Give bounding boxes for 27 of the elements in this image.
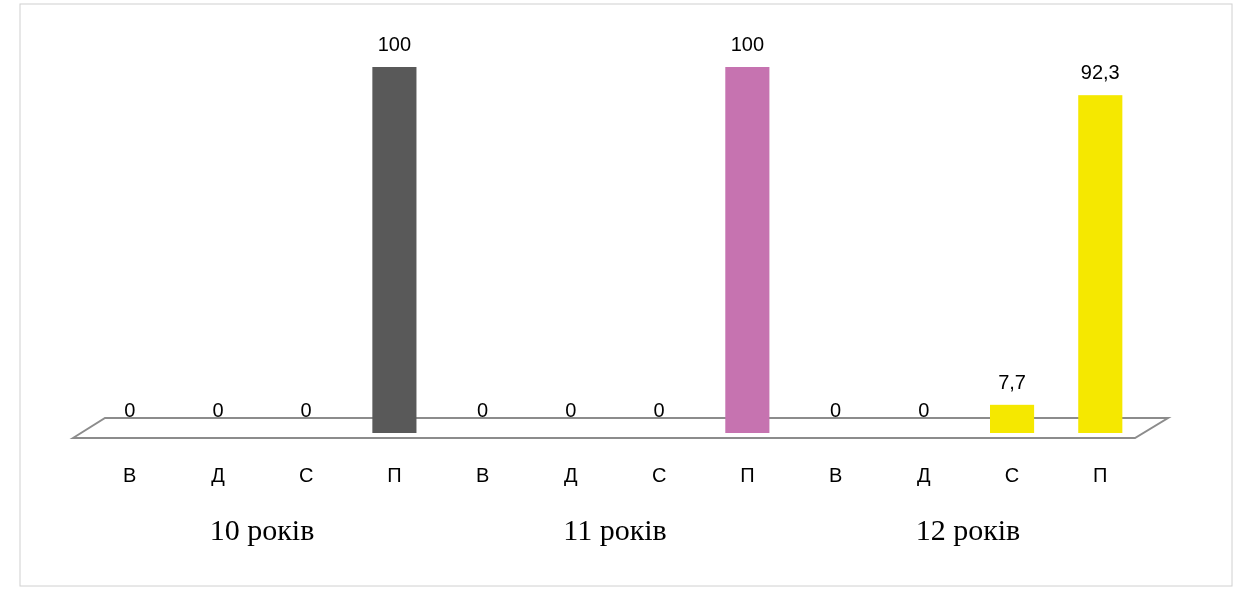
- text: 12 років: [915, 513, 1021, 546]
- data-label: 0: [477, 399, 489, 421]
- data-label: 7,7: [998, 370, 1026, 393]
- data-label: 92,3: [1080, 61, 1120, 84]
- x-tick-label: В: [475, 464, 490, 486]
- data-label: 0: [653, 399, 665, 421]
- text: 11 років: [563, 513, 667, 546]
- data-label: 0: [830, 399, 842, 421]
- text: 10 років: [209, 513, 315, 546]
- x-tick-label: Д: [211, 464, 226, 486]
- x-tick-label: П: [740, 464, 755, 486]
- data-label: 0: [124, 399, 136, 421]
- data-label: 0: [565, 399, 577, 421]
- x-tick-label: С: [298, 464, 314, 486]
- x-tick-label: П: [1093, 464, 1108, 486]
- x-tick-label: Д: [917, 464, 932, 486]
- x-tick-label: П: [387, 464, 402, 486]
- data-label: 0: [212, 399, 224, 421]
- data-label: 0: [918, 399, 930, 421]
- data-label: 0: [300, 399, 312, 421]
- x-tick-label: С: [651, 464, 667, 486]
- x-tick-label: Д: [564, 464, 579, 486]
- x-tick-label: В: [123, 464, 137, 486]
- data-label: 100: [730, 33, 765, 55]
- x-tick-label: С: [1004, 464, 1020, 486]
- x-tick-label: В: [828, 464, 843, 486]
- data-label: 100: [377, 33, 412, 55]
